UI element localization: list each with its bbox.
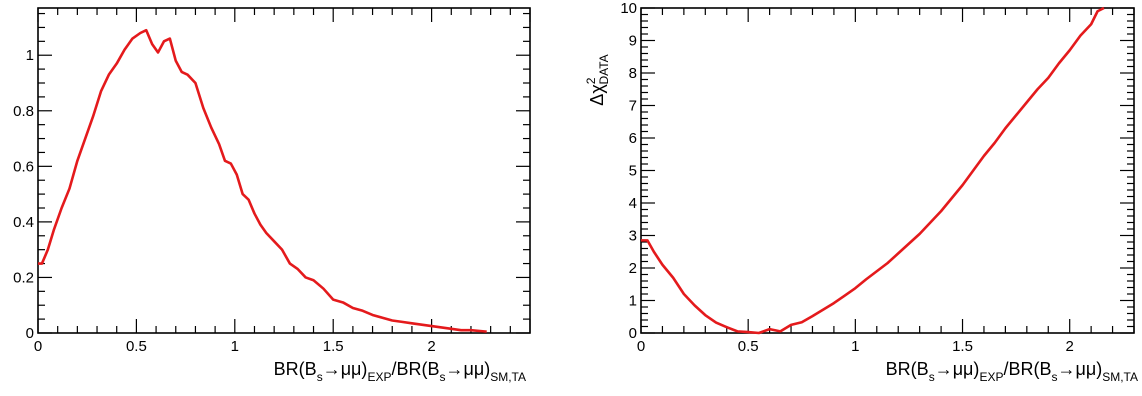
left-x-axis-title: BR(Bs→μμ)EXP/BR(Bs→μμ)SM,TA (274, 359, 526, 384)
left-plot-frame (37, 7, 531, 334)
right-x-tick-label: 0.5 (738, 338, 759, 355)
right-x-tick-label: 1 (851, 338, 859, 355)
right-plot-frame (640, 7, 1135, 334)
right-axis-ticks (640, 7, 1135, 334)
left-x-tick-label: 1.5 (323, 338, 344, 355)
right-x-tick-label: 0 (637, 338, 645, 355)
right-y-tick-label: 4 (629, 195, 637, 212)
left-chart: 0 0.5 1 1.5 2 0 0.2 0.4 0.6 0.8 1 BR(Bs→μμ)EXP/BR… (13, 7, 531, 384)
right-x-tick-labels: 0 0.5 1 1.5 2 (637, 338, 1074, 355)
right-y-tick-label: 0 (629, 325, 637, 342)
right-y-tick-label: 7 (629, 98, 637, 115)
left-x-tick-label: 2 (427, 338, 435, 355)
right-series-line (641, 6, 1105, 335)
left-x-tick-label: 1 (231, 338, 239, 355)
left-y-tick-label: 0 (26, 325, 34, 342)
right-y-tick-label: 10 (620, 0, 637, 17)
left-x-tick-labels: 0 0.5 1 1.5 2 (34, 338, 436, 355)
left-y-tick-label: 0.4 (13, 214, 34, 231)
left-y-tick-labels: 0 0.2 0.4 0.6 0.8 1 (13, 47, 34, 342)
left-y-tick-label: 0.6 (13, 158, 34, 175)
right-chart: 0 0.5 1 1.5 2 0 1 2 3 4 5 6 7 8 9 10 BR(Bs→μμ)EXP/BR(B… (584, 0, 1138, 384)
right-y-tick-label: 5 (629, 163, 637, 180)
right-y-tick-label: 8 (629, 65, 637, 82)
right-y-tick-label: 3 (629, 228, 637, 245)
right-x-tick-label: 2 (1066, 338, 1074, 355)
right-y-tick-label: 1 (629, 293, 637, 310)
right-x-tick-label: 1.5 (952, 338, 973, 355)
left-series-line (38, 28, 487, 333)
left-x-tick-label: 0 (34, 338, 42, 355)
right-y-tick-label: 9 (629, 33, 637, 50)
right-y-axis-title: Δχ2DATA (584, 54, 611, 105)
left-x-tick-label: 0.5 (126, 338, 147, 355)
right-y-tick-labels: 0 1 2 3 4 5 6 7 8 9 10 (620, 0, 637, 342)
left-y-tick-label: 0.2 (13, 269, 34, 286)
left-axis-ticks (37, 8, 531, 334)
left-y-tick-label: 0.8 (13, 103, 34, 120)
right-y-tick-label: 6 (629, 130, 637, 147)
left-y-tick-label: 1 (26, 47, 34, 64)
right-y-tick-label: 2 (629, 260, 637, 277)
right-x-axis-title: BR(Bs→μμ)EXP/BR(Bs→μμ)SM,TA (886, 359, 1138, 384)
